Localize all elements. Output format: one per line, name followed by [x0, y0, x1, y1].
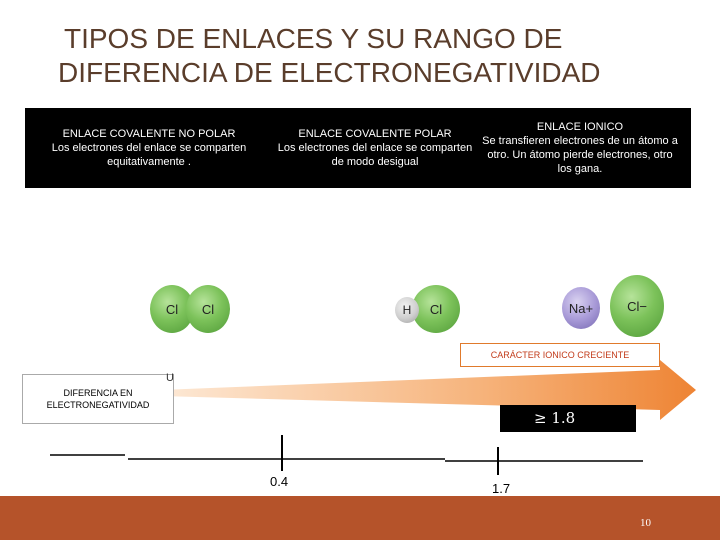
bond-types-band: ENLACE COVALENTE NO POLAR Los electrones… [25, 108, 691, 188]
chloride-ion: Cl− [610, 275, 664, 337]
title-line-2: DIFERENCIA DE ELECTRONEGATIVIDAD [58, 57, 601, 88]
ionic-character-label: CARÁCTER IONICO CRECIENTE [460, 343, 660, 367]
bond-nonpolar-description: Los electrones del enlace se comparten e… [51, 142, 247, 168]
scale-tick-1-7: 1.7 [492, 481, 511, 496]
bond-ionic-heading: ENLACE IONICO [536, 121, 624, 133]
chlorine-atom-polar: Cl [412, 285, 460, 333]
electronegativity-scale [50, 435, 643, 475]
chlorine-atom-right: Cl [186, 285, 230, 333]
electronegativity-difference-label: DIFERENCIA EN ELECTRONEGATIVIDAD [22, 374, 174, 424]
bond-nonpolar-heading: ENLACE COVALENTE NO POLAR [62, 128, 236, 140]
bond-polar: ENLACE COVALENTE POLAR Los electrones de… [275, 127, 475, 169]
page-number: 10 [640, 517, 651, 529]
bond-ionic: ENLACE IONICO Se transfieren electrones … [480, 120, 680, 176]
bond-ionic-description: Se transfieren electrones de un átomo a … [482, 135, 678, 175]
diff-label-line-2: ELECTRONEGATIVIDAD [46, 400, 150, 410]
ionic-threshold: ≥ 1.8 [500, 405, 636, 432]
diff-label-line-1: DIFERENCIA EN [63, 388, 133, 398]
slide-title: TIPOS DE ENLACES Y SU RANGO DE DIFERENCI… [58, 22, 698, 90]
sodium-ion: Na+ [562, 287, 600, 329]
stray-letter: U [166, 372, 174, 384]
hydrogen-atom: H [395, 297, 419, 323]
title-line-1: TIPOS DE ENLACES Y SU RANGO DE [64, 23, 563, 54]
scale-tick-0-4: 0.4 [270, 474, 289, 489]
footer-bar [0, 496, 720, 540]
bond-nonpolar: ENLACE COVALENTE NO POLAR Los electrones… [31, 127, 267, 169]
bond-polar-heading: ENLACE COVALENTE POLAR [298, 128, 452, 140]
bond-polar-description: Los electrones del enlace se comparten d… [277, 142, 473, 168]
